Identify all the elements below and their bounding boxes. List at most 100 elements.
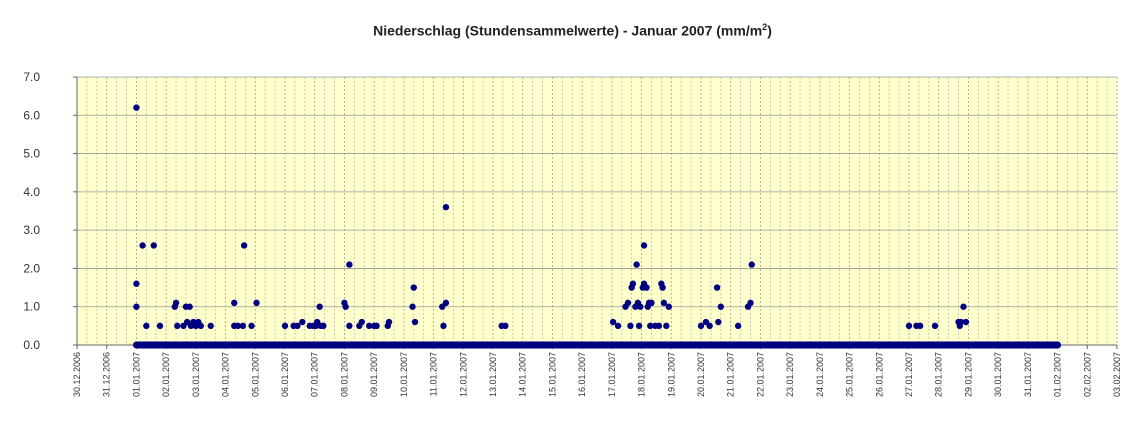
data-point	[957, 318, 965, 326]
data-point	[197, 322, 205, 330]
x-tick-label: 09.01.2007	[369, 352, 379, 397]
x-tick-label: 28.01.2007	[934, 352, 944, 397]
x-tick-label: 29.01.2007	[963, 352, 973, 397]
x-tick-label: 12.01.2007	[458, 352, 468, 397]
data-point	[172, 299, 180, 307]
data-point	[186, 303, 193, 310]
data-point	[643, 284, 650, 291]
y-tick-label: 7.0	[23, 70, 40, 84]
x-tick-label: 21.01.2007	[726, 352, 736, 397]
x-tick-label: 31.01.2007	[1023, 352, 1033, 397]
y-tick-label: 4.0	[23, 185, 40, 199]
chart-title-end: )	[767, 22, 772, 39]
data-point	[640, 242, 648, 249]
data-point	[624, 299, 632, 307]
data-point	[442, 203, 450, 211]
data-point	[648, 299, 655, 307]
data-point	[299, 318, 306, 326]
x-tick-label: 19.01.2007	[666, 352, 676, 397]
data-point	[734, 322, 742, 330]
y-tick-label: 0.0	[23, 338, 40, 352]
x-tick-label: 07.01.2007	[310, 352, 320, 397]
x-tick-label: 10.01.2007	[399, 352, 409, 397]
data-point	[747, 299, 754, 307]
data-point	[637, 303, 644, 310]
data-point	[411, 318, 419, 326]
x-tick-label: 04.01.2007	[221, 352, 231, 397]
y-tick-labels: 0.0 1.0 2.0 3.0 4.0 5.0 6.0 7.0	[23, 70, 40, 352]
data-point	[133, 104, 140, 111]
chart-title: Niederschlag (Stundensammelwerte) - Janu…	[0, 22, 1145, 39]
plot-area	[77, 77, 1117, 345]
data-point	[150, 242, 157, 249]
data-point	[240, 242, 248, 249]
y-tick-label: 5.0	[23, 147, 40, 161]
data-point	[156, 322, 164, 330]
x-tick-label: 15.01.2007	[547, 352, 557, 397]
data-point	[442, 299, 450, 307]
x-tick-label: 26.01.2007	[874, 352, 884, 397]
data-point	[385, 318, 393, 326]
y-tick-label: 1.0	[23, 300, 40, 314]
data-point	[962, 318, 970, 326]
data-point	[373, 322, 380, 330]
data-point	[409, 303, 416, 310]
x-tick-labels: 30.12.2006 31.12.2006 01.01.2007 02.01.2007…	[72, 345, 1122, 397]
data-point	[143, 322, 150, 330]
x-tick-label: 01.01.2007	[131, 352, 141, 397]
x-tick-label: 02.02.2007	[1082, 352, 1092, 397]
x-tick-label: 25.01.2007	[845, 352, 855, 397]
x-tick-label: 02.01.2007	[161, 352, 171, 397]
x-tick-label: 27.01.2007	[904, 352, 914, 397]
data-point	[294, 322, 301, 330]
data-point	[931, 322, 939, 330]
x-tick-label: 17.01.2007	[607, 352, 617, 397]
x-tick-label: 13.01.2007	[488, 352, 498, 397]
data-point	[627, 322, 634, 330]
x-tick-label: 18.01.2007	[637, 352, 647, 397]
x-tick-label: 30.01.2007	[993, 352, 1003, 397]
data-point	[633, 261, 640, 268]
x-tick-label: 06.01.2007	[280, 352, 290, 397]
data-point	[715, 318, 722, 326]
data-point	[358, 318, 365, 326]
data-point	[659, 284, 666, 291]
x-tick-label: 08.01.2007	[339, 352, 349, 397]
x-tick-label: 20.01.2007	[696, 352, 706, 397]
data-point	[629, 280, 637, 287]
x-tick-label: 14.01.2007	[518, 352, 528, 397]
data-point	[663, 322, 670, 330]
data-point	[139, 242, 146, 249]
data-point	[316, 303, 323, 310]
x-tick-label: 22.01.2007	[755, 352, 765, 397]
y-tick-label: 6.0	[23, 108, 40, 122]
data-point	[717, 303, 725, 310]
data-point	[248, 322, 255, 330]
data-point	[133, 280, 140, 287]
x-tick-label: 01.02.2007	[1053, 352, 1063, 397]
y-tick-label: 2.0	[23, 261, 40, 275]
data-point	[174, 322, 181, 330]
chart-title-superscript: 2	[762, 22, 768, 32]
data-point	[346, 261, 353, 268]
vertical-gridlines	[76, 77, 1118, 345]
x-tick-label: 24.01.2007	[815, 352, 825, 397]
data-point	[655, 322, 663, 330]
data-point	[697, 322, 705, 330]
data-point	[133, 303, 140, 310]
x-tick-label: 03.01.2007	[191, 352, 201, 397]
x-tick-label: 16.01.2007	[577, 352, 587, 397]
x-tick-label: 05.01.2007	[250, 352, 260, 397]
chart-title-text: Niederschlag (Stundensammelwerte) - Janu…	[373, 22, 763, 39]
data-point	[231, 299, 238, 307]
data-points	[132, 104, 1062, 349]
data-point	[660, 299, 668, 307]
data-point	[960, 303, 967, 310]
data-point	[281, 322, 289, 330]
x-tick-label: 03.02.2007	[1112, 352, 1122, 397]
data-point	[320, 322, 327, 330]
data-point	[346, 322, 353, 330]
data-point	[635, 322, 643, 330]
data-point	[748, 261, 755, 268]
data-point	[239, 322, 247, 330]
